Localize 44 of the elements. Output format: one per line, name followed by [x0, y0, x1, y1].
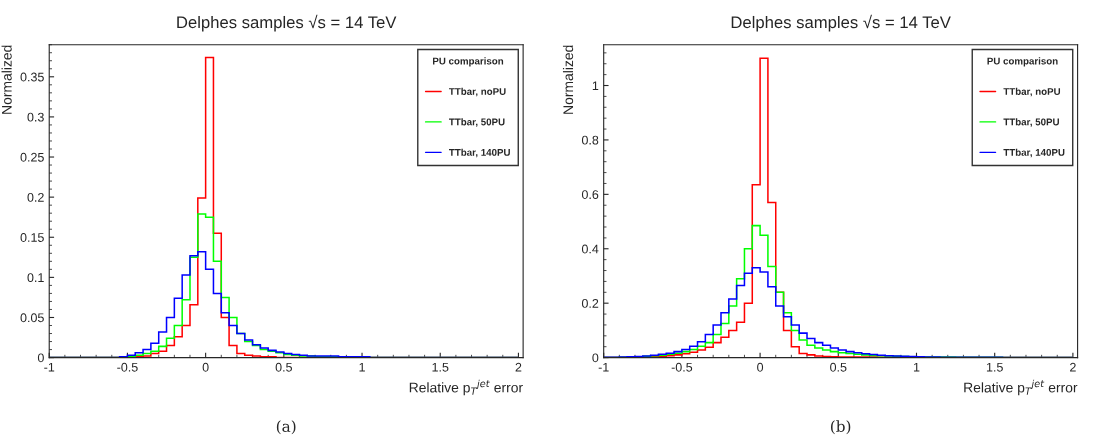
- x-axis-title: Relative p$_{T}$$^{jet}$ error: [409, 379, 523, 396]
- x-tick-label: 1: [913, 362, 920, 372]
- x-tick-label: 0.5: [830, 362, 847, 372]
- legend-title: PU comparison: [433, 57, 504, 67]
- x-tick-label: 1: [359, 362, 365, 372]
- y-tick-label: 0.3: [27, 112, 44, 122]
- x-axis-title: Relative p$_{T}$$^{jet}$ error: [964, 379, 1078, 396]
- x-tick-label: 0: [757, 362, 764, 372]
- y-tick-label: 0.1: [27, 273, 44, 283]
- legend-label: TTbar, 140PU: [1003, 148, 1065, 158]
- legend-title: PU comparison: [987, 57, 1058, 67]
- y-tick-label: 0.6: [581, 190, 599, 199]
- text: (b): [831, 420, 851, 435]
- y-tick-label: 0.05: [20, 313, 44, 323]
- x-tick-label: -0.5: [671, 362, 693, 372]
- chart-title: Delphes samples √s = 14 TeV: [177, 14, 397, 32]
- y-tick-label: 0: [592, 353, 599, 363]
- y-tick-label: 0.25: [20, 152, 44, 162]
- x-tick-label: 0: [202, 362, 209, 372]
- y-tick-label: 0.4: [581, 244, 599, 254]
- legend-label: TTbar, 50PU: [449, 118, 505, 127]
- y-tick-label: 0.15: [20, 233, 44, 242]
- y-tick-label: 0.2: [27, 192, 44, 202]
- y-axis-title: Normalized: [562, 45, 574, 114]
- y-tick-label: 0: [37, 353, 44, 363]
- x-tick-label: -1: [598, 362, 609, 372]
- x-tick-label: 1.5: [986, 362, 1003, 372]
- x-tick-label: 2: [515, 362, 522, 372]
- x-tick-label: -0.5: [117, 362, 138, 372]
- y-tick-label: 0.35: [20, 72, 44, 82]
- x-tick-label: -1: [44, 362, 55, 372]
- legend-label: TTbar, noPU: [449, 87, 506, 97]
- y-axis-title: Normalized: [1, 45, 12, 114]
- x-tick-label: 2: [1070, 362, 1076, 372]
- y-tick-label: 0.8: [581, 135, 599, 145]
- y-tick-label: 1: [592, 81, 599, 91]
- legend-label: TTbar, noPU: [1003, 87, 1061, 97]
- text: (a): [276, 420, 296, 435]
- x-tick-label: 0.5: [275, 362, 292, 372]
- x-tick-label: 1.5: [432, 362, 449, 372]
- legend-label: TTbar, 140PU: [449, 148, 510, 158]
- legend-label: TTbar, 50PU: [1003, 118, 1059, 127]
- chart-title: Delphes samples √s = 14 TeV: [731, 14, 951, 32]
- y-tick-label: 0.2: [581, 298, 599, 308]
